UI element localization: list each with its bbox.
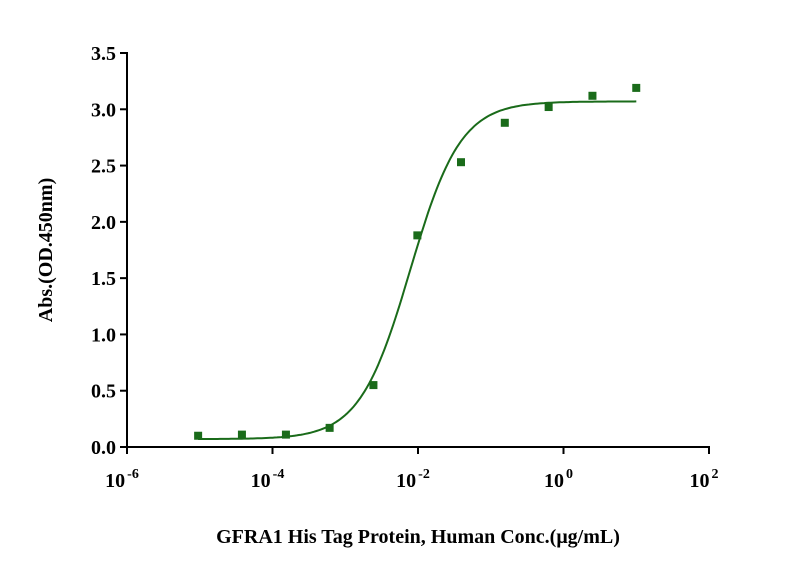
data-point xyxy=(456,158,465,167)
data-points xyxy=(194,83,641,440)
data-point xyxy=(413,231,422,240)
y-tick-label: 0.5 xyxy=(91,381,116,403)
data-point xyxy=(237,430,246,439)
data-point xyxy=(588,91,597,100)
data-point xyxy=(544,103,553,112)
data-point xyxy=(325,423,334,432)
x-axis-label: GFRA1 His Tag Protein, Human Conc.(μg/mL… xyxy=(216,526,620,548)
x-tick-label: 10 -6 xyxy=(105,467,139,492)
fit-curve xyxy=(198,100,637,440)
data-point xyxy=(500,118,509,127)
x-tick-label: 10 2 xyxy=(690,467,719,492)
data-point xyxy=(632,83,641,92)
y-tick-label: 3.5 xyxy=(91,43,116,65)
y-tick-label: 3.0 xyxy=(91,99,116,121)
y-tick-label: 1.0 xyxy=(91,324,116,346)
axes: 0.0 0.5 1.0 1.5 2.0 2.5 3.0 3.5 10 -6 10 -4 10 -2 10 0 1… xyxy=(91,43,719,492)
data-point xyxy=(369,381,378,390)
x-tick-label: 10 -4 xyxy=(251,467,285,492)
x-tick-label: 10 -2 xyxy=(396,467,430,492)
y-tick-label: 1.5 xyxy=(91,268,116,290)
data-point xyxy=(194,431,203,440)
y-tick-label: 2.5 xyxy=(91,156,116,178)
y-axis-label: Abs.(OD.450nm) xyxy=(35,178,57,322)
y-tick-label: 2.0 xyxy=(91,212,116,234)
y-tick-label: 0.0 xyxy=(91,437,116,459)
data-point xyxy=(281,430,290,439)
x-tick-label: 10 0 xyxy=(544,467,573,492)
